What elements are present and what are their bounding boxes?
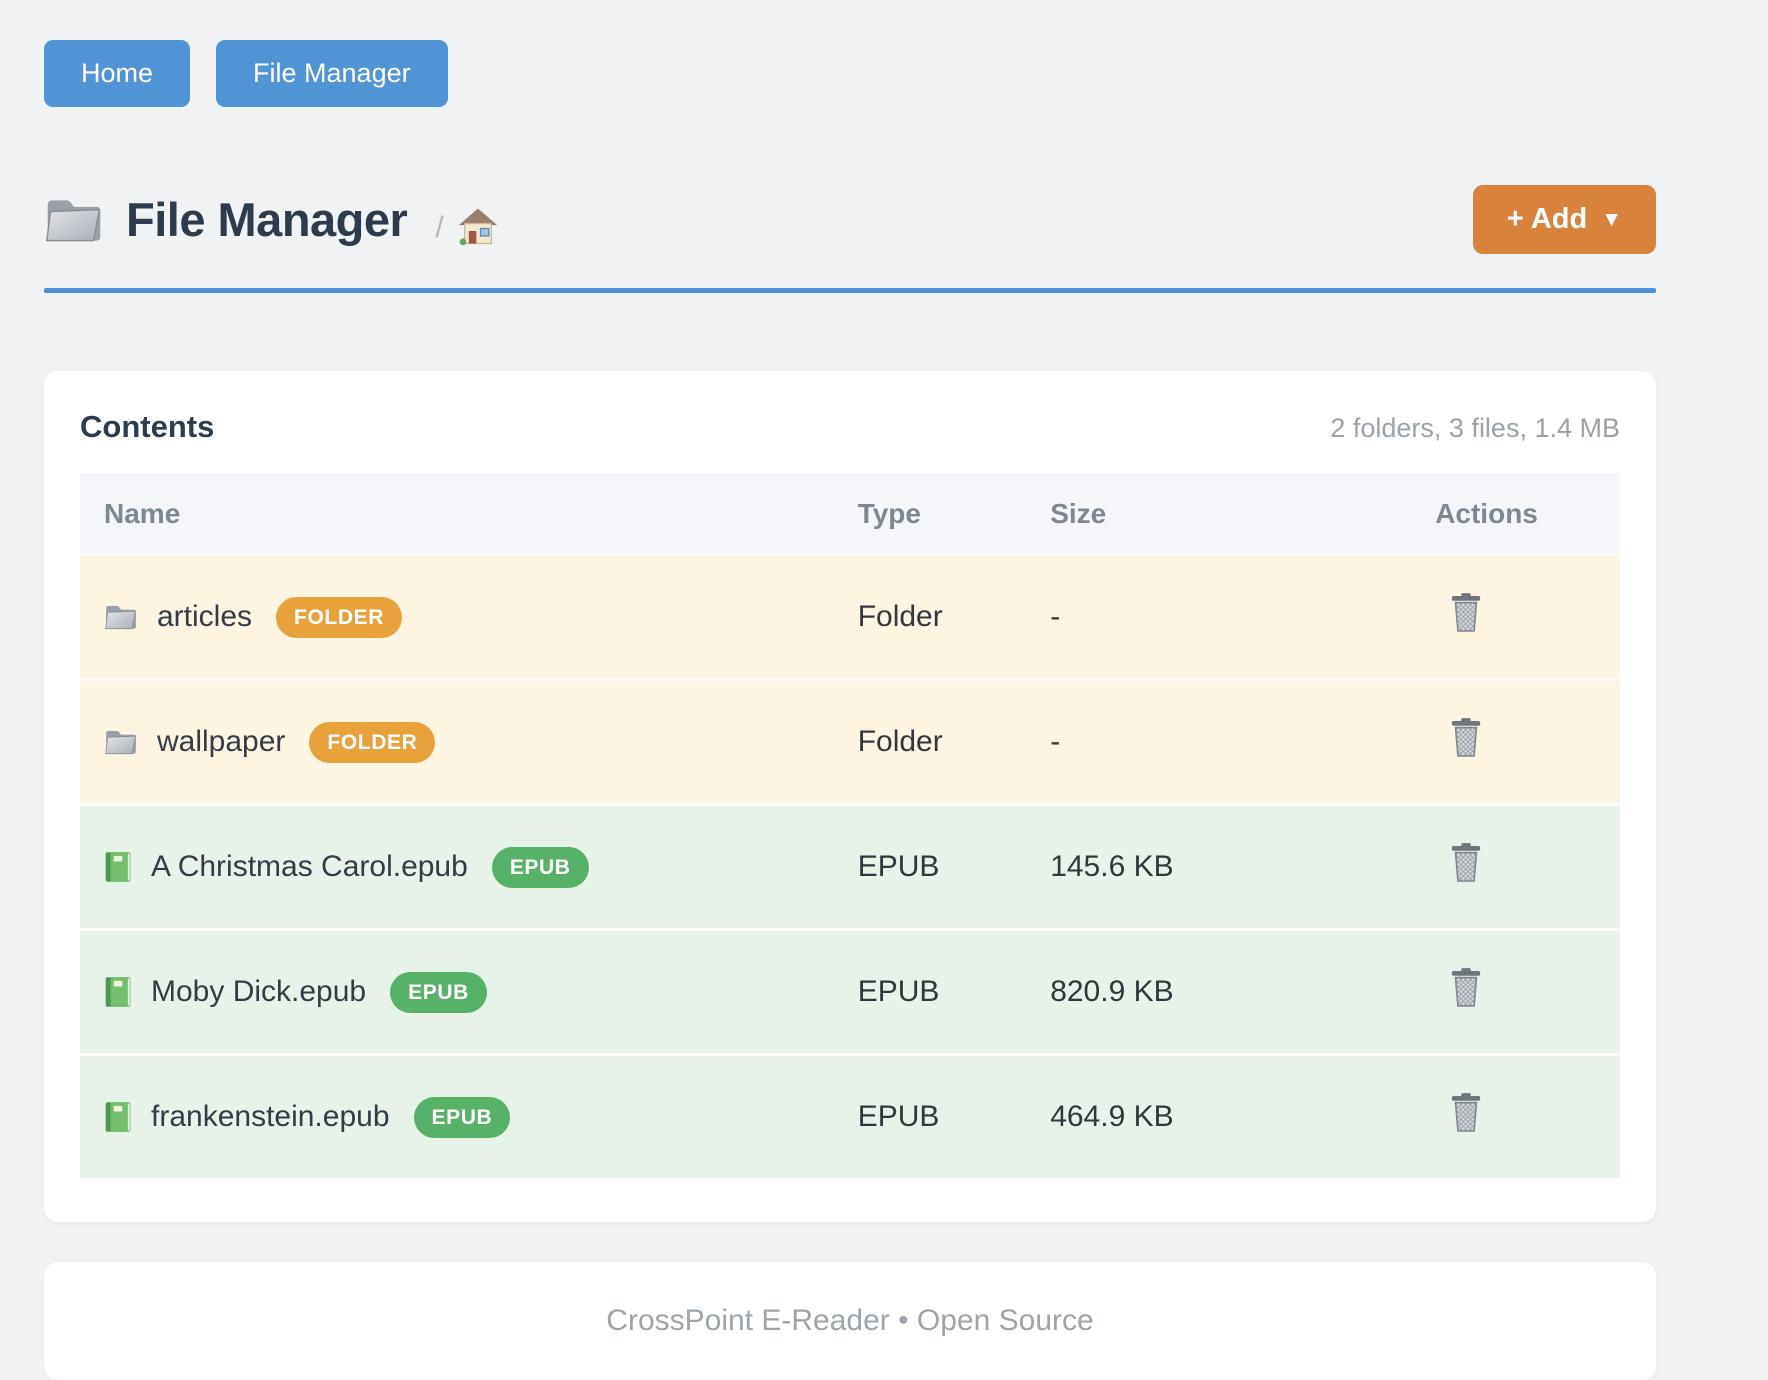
contents-card-header: Contents 2 folders, 3 files, 1.4 MB: [80, 409, 1620, 445]
column-header-size: Size: [1050, 473, 1436, 555]
title-group: File Manager /: [44, 192, 498, 247]
size-cell: -: [1050, 678, 1436, 805]
column-header-type: Type: [857, 473, 1051, 555]
type-cell: Folder: [857, 553, 1051, 680]
file-name[interactable]: wallpaper: [157, 725, 286, 758]
footer: CrossPoint E-Reader • Open Source: [44, 1262, 1656, 1380]
table-header-row: Name Type Size Actions: [80, 473, 1620, 555]
trash-icon: [1449, 968, 1483, 1008]
trash-icon: [1449, 1093, 1483, 1133]
size-cell: -: [1050, 553, 1436, 680]
table-row[interactable]: articles FOLDER Folder -: [80, 553, 1620, 680]
file-name[interactable]: Moby Dick.epub: [151, 975, 367, 1008]
file-manager-nav-button[interactable]: File Manager: [216, 40, 448, 107]
type-cell: EPUB: [857, 803, 1051, 930]
folder-badge: FOLDER: [309, 721, 436, 763]
table-row[interactable]: A Christmas Carol.epub EPUB EPUB 145.6 K…: [80, 803, 1620, 930]
contents-card: Contents 2 folders, 3 files, 1.4 MB Name…: [44, 371, 1656, 1222]
chevron-down-icon: ▼: [1601, 207, 1622, 231]
folder-icon: [104, 602, 138, 632]
page-container: Home File Manager File Manager / + Add ▼…: [44, 0, 1656, 1380]
delete-button[interactable]: [1449, 1093, 1483, 1133]
type-cell: Folder: [857, 678, 1051, 805]
breadcrumb-separator: /: [435, 210, 444, 244]
add-button[interactable]: + Add ▼: [1472, 185, 1656, 254]
type-cell: EPUB: [857, 928, 1051, 1055]
size-cell: 820.9 KB: [1050, 928, 1436, 1055]
home-icon[interactable]: [458, 206, 498, 246]
type-cell: EPUB: [857, 1053, 1051, 1178]
folder-icon: [44, 195, 104, 245]
epub-badge: EPUB: [390, 971, 487, 1013]
trash-icon: [1449, 843, 1483, 883]
delete-button[interactable]: [1449, 843, 1483, 883]
folder-badge: FOLDER: [276, 596, 402, 638]
delete-button[interactable]: [1449, 593, 1483, 633]
add-button-label: + Add: [1506, 203, 1588, 235]
contents-heading: Contents: [80, 409, 215, 444]
delete-button[interactable]: [1449, 968, 1483, 1008]
header-divider: [44, 288, 1656, 293]
book-icon: [104, 851, 132, 883]
size-cell: 464.9 KB: [1050, 1053, 1436, 1178]
file-name[interactable]: frankenstein.epub: [151, 1100, 390, 1133]
file-name[interactable]: A Christmas Carol.epub: [151, 850, 468, 883]
file-table: Name Type Size Actions articles FOLDER F…: [80, 473, 1620, 1178]
book-icon: [104, 1101, 132, 1133]
breadcrumb: /: [435, 210, 497, 246]
book-icon: [104, 976, 132, 1008]
column-header-actions: Actions: [1435, 473, 1620, 555]
column-header-name: Name: [80, 473, 858, 555]
delete-button[interactable]: [1449, 718, 1483, 758]
table-row[interactable]: frankenstein.epub EPUB EPUB 464.9 KB: [80, 1053, 1620, 1178]
table-row[interactable]: wallpaper FOLDER Folder -: [80, 678, 1620, 805]
footer-text: CrossPoint E-Reader • Open Source: [606, 1304, 1094, 1337]
table-row[interactable]: Moby Dick.epub EPUB EPUB 820.9 KB: [80, 928, 1620, 1055]
page-title: File Manager: [126, 193, 408, 246]
page-header: File Manager / + Add ▼: [44, 185, 1656, 254]
trash-icon: [1449, 718, 1483, 758]
file-name[interactable]: articles: [157, 600, 253, 633]
top-nav: Home File Manager: [44, 40, 1656, 107]
folder-icon: [104, 727, 138, 757]
epub-badge: EPUB: [491, 846, 589, 888]
contents-summary: 2 folders, 3 files, 1.4 MB: [1330, 413, 1620, 443]
home-nav-button[interactable]: Home: [44, 40, 191, 107]
size-cell: 145.6 KB: [1050, 803, 1436, 930]
trash-icon: [1449, 593, 1483, 633]
epub-badge: EPUB: [413, 1096, 511, 1138]
